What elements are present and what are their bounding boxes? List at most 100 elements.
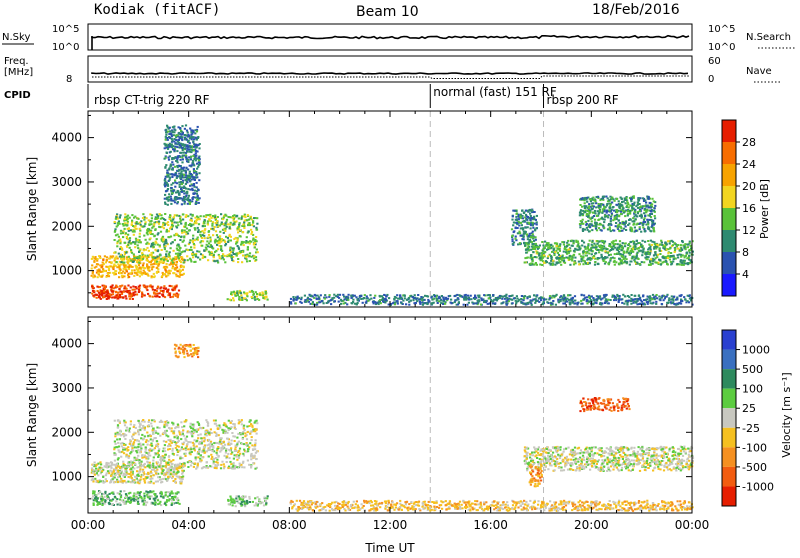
echo-cell (447, 298, 449, 300)
echo-cell (194, 179, 196, 181)
echo-cell (157, 244, 159, 246)
echo-cell (134, 246, 136, 248)
echo-cell (96, 297, 98, 299)
nave-tick-lo: 0 (708, 74, 714, 85)
echo-cell (678, 263, 680, 265)
echo-cell (117, 263, 119, 265)
echo-cell (650, 230, 652, 232)
echo-cell (530, 254, 532, 256)
echo-cell (198, 159, 200, 161)
echo-cell (139, 492, 141, 494)
echo-cell (606, 210, 608, 212)
echo-cell (175, 192, 177, 194)
echo-cell (233, 220, 235, 222)
echo-cell (531, 304, 533, 306)
echo-cell (650, 249, 652, 251)
echo-cell (664, 246, 666, 248)
echo-cell (208, 243, 210, 245)
echo-cell (185, 134, 187, 136)
echo-cell (647, 224, 649, 226)
echo-cell (149, 231, 151, 233)
echo-cell (256, 229, 258, 231)
echo-cell (237, 294, 239, 296)
echo-cell (631, 209, 633, 211)
echo-cell (671, 302, 673, 304)
echo-cell (680, 294, 682, 296)
echo-cell (132, 298, 134, 300)
echo-cell (629, 264, 631, 266)
echo-cell (672, 300, 674, 302)
echo-cell (182, 155, 184, 157)
echo-cell (569, 264, 571, 266)
echo-cell (395, 297, 397, 299)
echo-cell (241, 217, 243, 219)
echo-cell (615, 222, 617, 224)
station-title: Kodiak (fitACF) (94, 2, 220, 18)
echo-cell (171, 224, 173, 226)
echo-cell (135, 225, 137, 227)
echo-cell (195, 197, 197, 199)
echo-cell (189, 242, 191, 244)
echo-cell (182, 214, 184, 216)
echo-cell (521, 295, 523, 297)
echo-cell (685, 248, 687, 250)
echo-cell (532, 223, 534, 225)
echo-cell (582, 210, 584, 212)
echo-cell (199, 161, 201, 163)
echo-cell (98, 255, 100, 257)
echo-cell (668, 297, 670, 299)
echo-cell (608, 254, 610, 256)
echo-cell (197, 126, 199, 128)
echo-cell (119, 216, 121, 218)
echo-cell (677, 254, 679, 256)
echo-cell (236, 290, 238, 292)
echo-cell (600, 224, 602, 226)
echo-cell (128, 276, 130, 278)
echo-cell (166, 182, 168, 184)
echo-cell (193, 150, 195, 152)
echo-cell (535, 239, 537, 241)
echo-cell (622, 207, 624, 209)
echo-cell (310, 299, 312, 301)
echo-cell (333, 294, 335, 296)
echo-cell (630, 298, 632, 300)
echo-cell (94, 499, 96, 501)
echo-cell (579, 226, 581, 228)
echo-cell (643, 261, 645, 263)
echo-cell (185, 183, 187, 185)
echo-cell (526, 297, 528, 299)
echo-cell (120, 254, 122, 256)
echo-cell (605, 196, 607, 198)
echo-cell (179, 247, 181, 249)
echo-cell (134, 289, 136, 291)
echo-cell (142, 266, 144, 268)
echo-cell (155, 242, 157, 244)
echo-cell (112, 293, 114, 295)
echo-cell (142, 295, 144, 297)
echo-cell (518, 231, 520, 233)
echo-cell (172, 200, 174, 202)
echo-cell (174, 149, 176, 151)
echo-cell (140, 224, 142, 226)
echo-cell (187, 199, 189, 201)
echo-cell (172, 265, 174, 267)
echo-cell (659, 299, 661, 301)
echo-cell (220, 240, 222, 242)
echo-cell (595, 202, 597, 204)
echo-cell (236, 292, 238, 294)
echo-cell (204, 237, 206, 239)
echo-cell (561, 257, 563, 259)
echo-cell (612, 245, 614, 247)
echo-cell (607, 197, 609, 199)
echo-cell (661, 303, 663, 305)
echo-cell (254, 296, 256, 298)
echo-cell (599, 302, 601, 304)
echo-cell (527, 226, 529, 228)
echo-cell (582, 228, 584, 230)
echo-cell (194, 190, 196, 192)
echo-cell (676, 263, 678, 265)
echo-cell (168, 193, 170, 195)
echo-cell (243, 241, 245, 243)
echo-cell (216, 240, 218, 242)
